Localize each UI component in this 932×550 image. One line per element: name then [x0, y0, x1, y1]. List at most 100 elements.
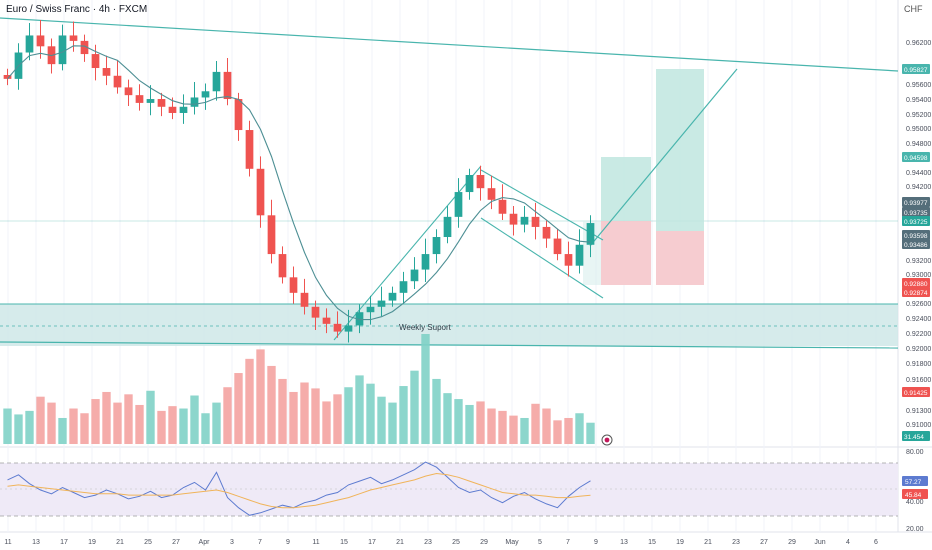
rsi-tick-label: 80.00 [906, 449, 924, 456]
time-tick-label: 5 [538, 539, 542, 546]
price-badge-label: 0.93977 [904, 200, 928, 207]
candle-body [421, 254, 430, 270]
volume-bar [289, 391, 298, 444]
candle-body [553, 238, 562, 255]
candle-body [531, 216, 540, 227]
price-badge-label: 0.94598 [904, 155, 928, 162]
candle-body [465, 174, 474, 193]
time-tick-label: 21 [704, 539, 712, 546]
candle-body [113, 75, 122, 88]
time-tick-label: 3 [230, 539, 234, 546]
volume-bars [3, 334, 595, 444]
volume-bar [476, 401, 485, 444]
target-zone-2 [656, 69, 704, 231]
price-tick-label: 0.95600 [906, 82, 931, 89]
candle-body [476, 174, 485, 189]
time-tick-label: 6 [874, 539, 878, 546]
candle-body [355, 312, 364, 326]
volume-bar [377, 396, 386, 444]
price-tick-label: 0.95200 [906, 112, 931, 119]
price-badge [902, 230, 930, 240]
candle-body [432, 237, 441, 255]
price-badge-label: 0.93486 [904, 242, 928, 249]
candle-body [498, 199, 507, 214]
candle-body [564, 254, 573, 266]
long-term-resistance-line [0, 17, 899, 72]
volume-bar [553, 420, 562, 444]
long-term-support-line [0, 341, 899, 349]
title-separator: · [112, 4, 119, 15]
volume-bar [432, 378, 441, 444]
price-tick-label: 0.95400 [906, 97, 931, 104]
candle-body [168, 106, 177, 113]
candle-body [69, 35, 78, 41]
volume-bar [509, 415, 518, 444]
volume-bar [157, 410, 166, 444]
price-badge [902, 64, 930, 74]
candle-body [542, 226, 551, 239]
time-tick-label: 23 [424, 539, 432, 546]
price-badge-label: 0.93725 [904, 219, 928, 226]
volume-bar [498, 410, 507, 444]
time-tick-label: 11 [312, 539, 319, 546]
price-badge-label: 0.93598 [904, 233, 928, 240]
candle-body [58, 35, 67, 65]
time-axis[interactable]: 11 13 17 19 21 25 27 Apr 3 7 9 11 15 17 21 23 25 29 May 5 7 9… [4, 539, 878, 546]
volume-bar [223, 387, 232, 444]
volume-bar [36, 396, 45, 444]
price-tick-label: 0.91800 [906, 361, 931, 368]
candle-body [223, 71, 232, 100]
candle-body [443, 216, 452, 238]
rsi-band [0, 463, 898, 516]
time-tick-label: 11 [4, 539, 11, 546]
candle-body [3, 74, 12, 79]
candle-body [520, 216, 529, 225]
rsi-tick-label: 40.00 [906, 499, 924, 506]
price-tick-label: 0.92600 [906, 301, 931, 308]
candle-body [135, 95, 144, 103]
volume-bar [388, 402, 397, 444]
stop-zone-2 [656, 231, 704, 285]
price-badge-label: 0.95827 [904, 67, 928, 74]
candle-body [146, 99, 155, 103]
candle-body [333, 323, 342, 332]
time-tick-label: 21 [116, 539, 124, 546]
volume-bar [443, 393, 452, 444]
volume-bar [47, 402, 56, 444]
volume-bar [542, 408, 551, 444]
candle-body [245, 130, 254, 169]
candle-body [410, 269, 419, 282]
time-tick-label: 9 [594, 539, 598, 546]
chart-title[interactable]: Euro / Swiss Franc · 4h · FXCM [6, 4, 147, 15]
exchange: FXCM [118, 4, 148, 15]
price-axis[interactable]: 0.96200 0.95600 0.95400 0.95200 0.95000 0.948… [902, 40, 931, 441]
time-tick-label: 19 [88, 539, 96, 546]
candle-body [300, 292, 309, 307]
candle-body [234, 99, 243, 131]
price-badge [902, 216, 930, 226]
support-label: Weekly Suport [399, 323, 452, 332]
candle-body [454, 192, 463, 217]
time-tick-label: 19 [676, 539, 684, 546]
candle-body [278, 254, 287, 278]
rsi-line [7, 461, 591, 516]
volume-bar [487, 408, 496, 444]
price-tick-label: 0.91000 [906, 422, 931, 429]
volume-bar [586, 422, 595, 444]
rsi-axis[interactable]: 80.00 40.00 20.00 57.27 45.84 [902, 449, 928, 533]
volume-bar [531, 403, 540, 444]
replay-icon[interactable] [601, 434, 613, 446]
price-badge [902, 287, 930, 297]
rsi-tick-label: 20.00 [906, 526, 924, 533]
price-candles [3, 19, 595, 343]
time-tick-label: Jun [814, 539, 825, 546]
price-badge-label: 0.92874 [904, 290, 928, 297]
price-badge [902, 152, 930, 162]
time-tick-label: 29 [788, 539, 796, 546]
volume-bar [124, 394, 133, 444]
time-tick-label: 15 [340, 539, 348, 546]
candle-body [36, 35, 45, 47]
candle-body [124, 87, 133, 96]
